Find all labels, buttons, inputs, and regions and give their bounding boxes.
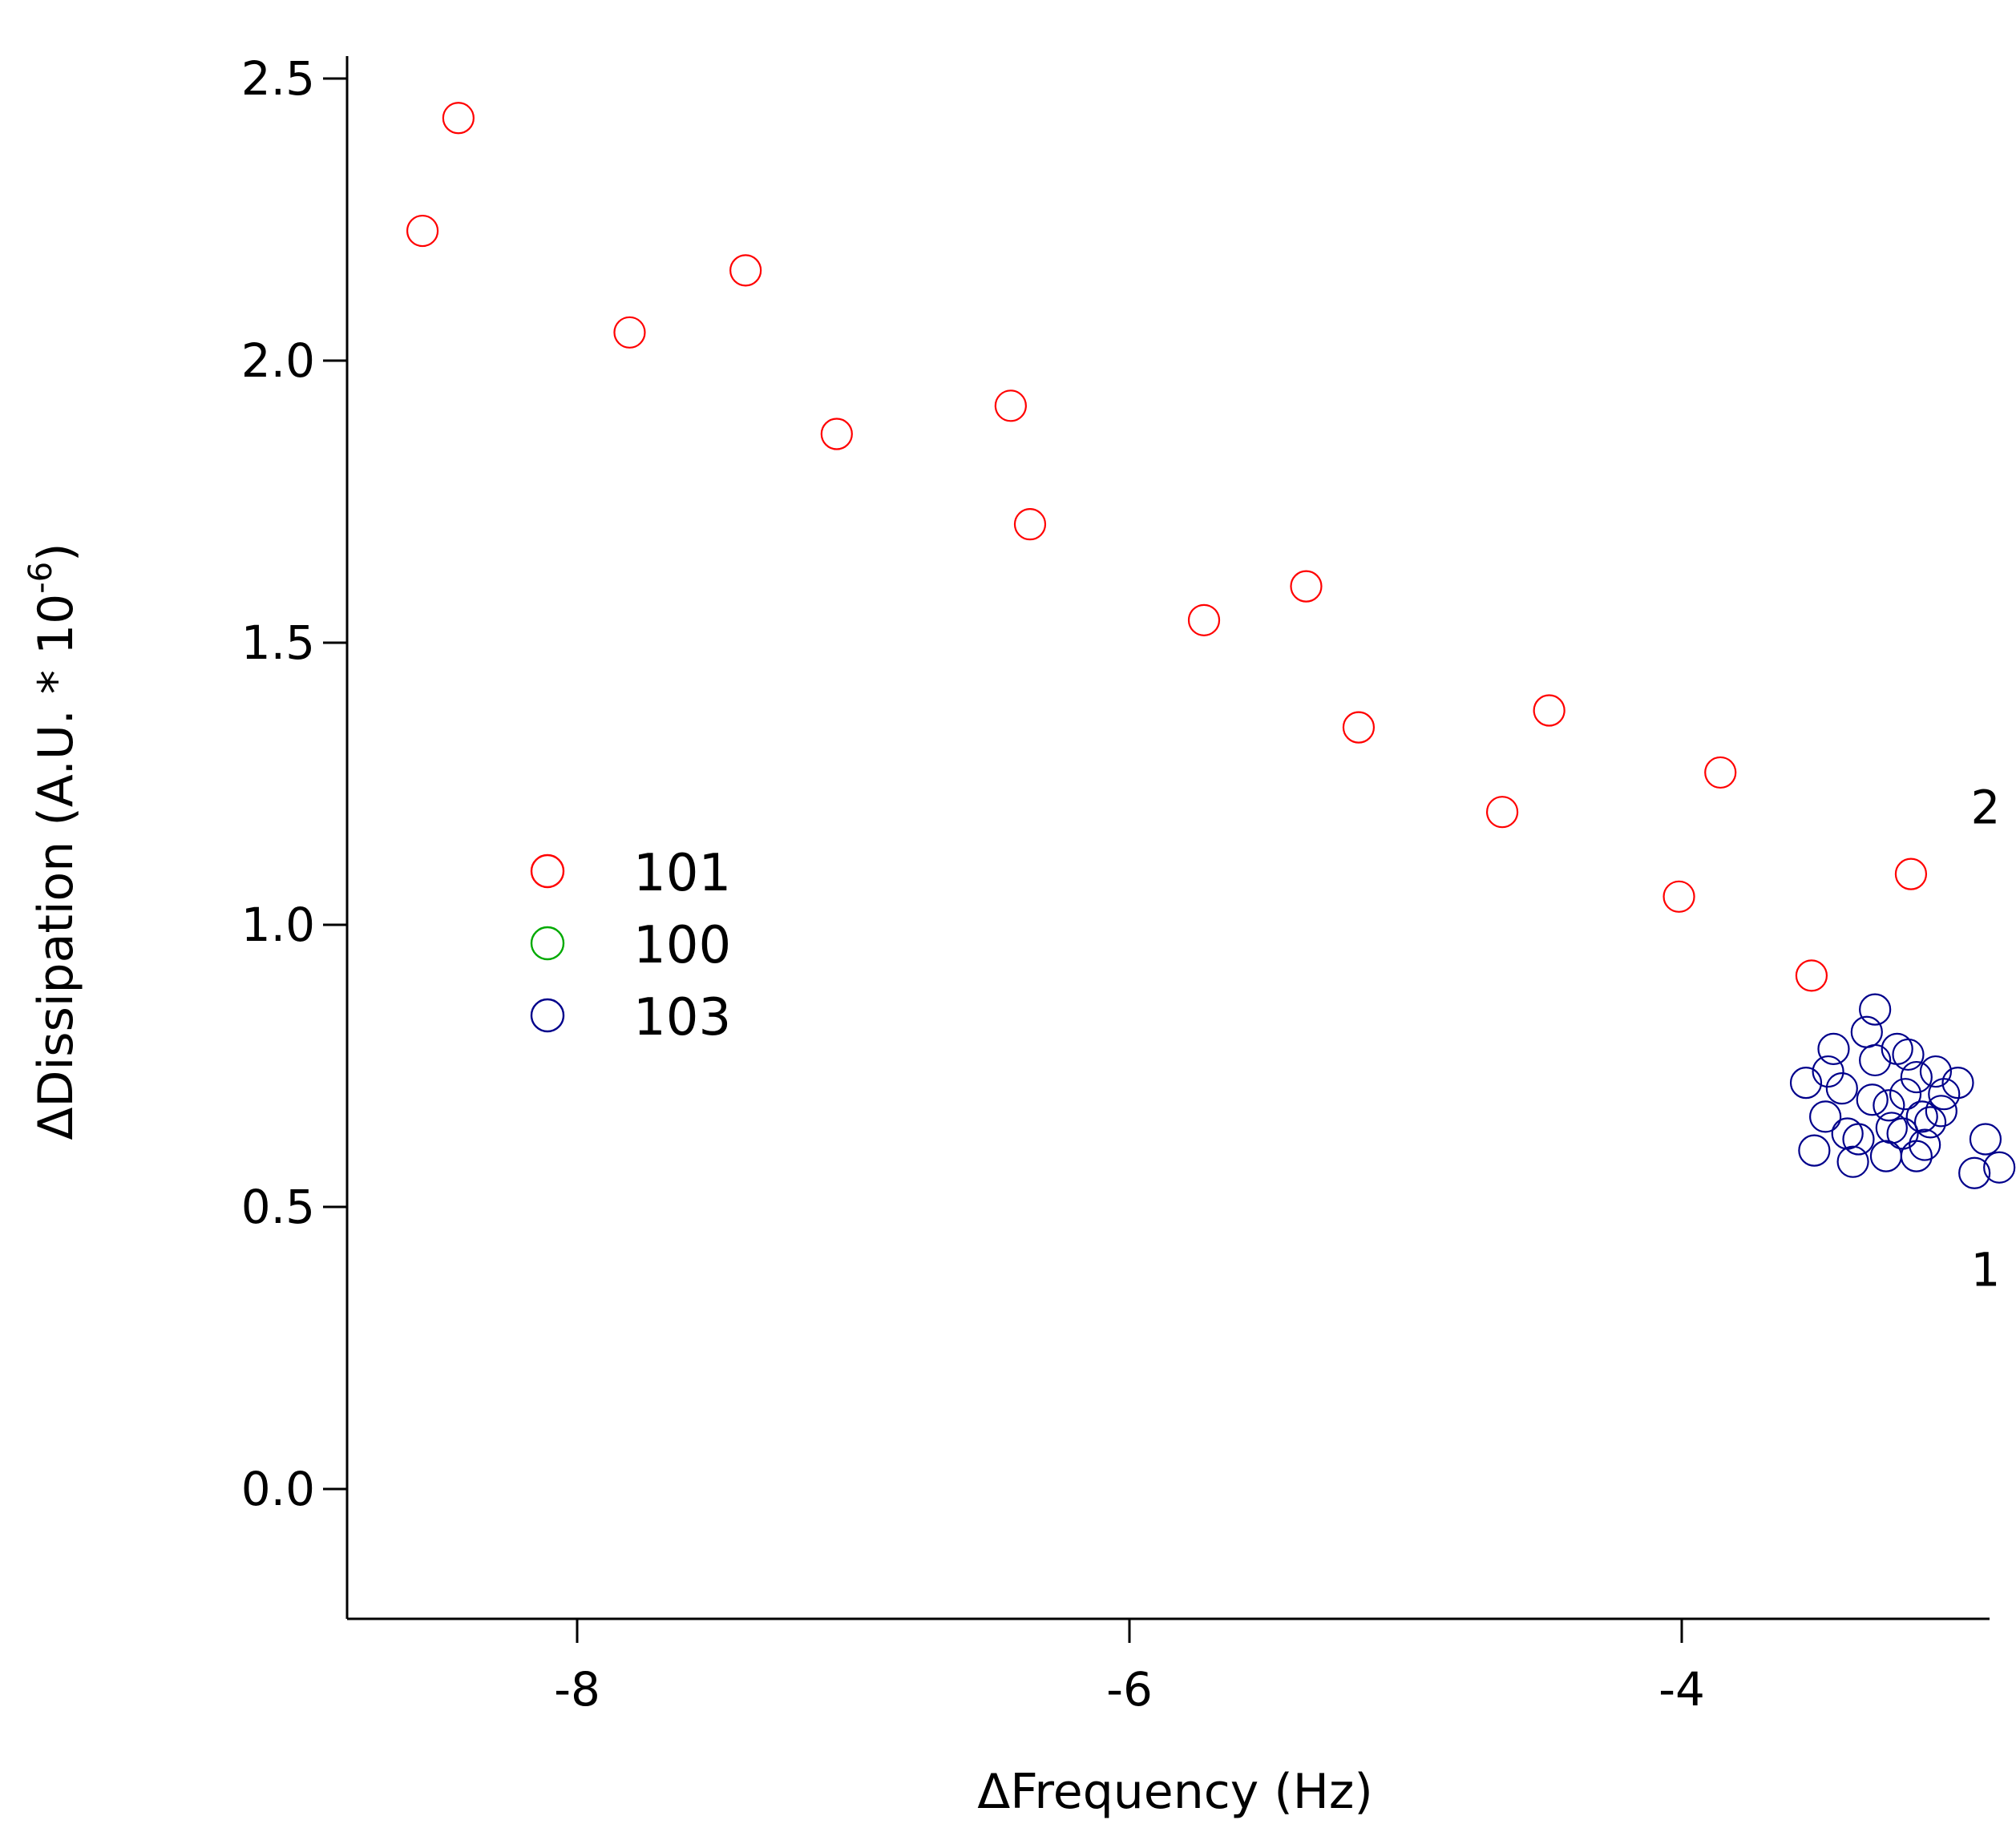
x-ticks: -8-6-4-202 (554, 1619, 1705, 1717)
data-point (1831, 1117, 1864, 1150)
y-tick-label: 1.0 (241, 898, 315, 952)
data-point (1894, 857, 1928, 890)
data-point (1859, 993, 1892, 1026)
x-tick-label: -4 (1658, 1662, 1705, 1717)
data-point (1789, 1067, 1823, 1100)
data-point (1013, 508, 1047, 541)
data-point (1919, 1055, 1953, 1088)
legend: 101 100 103 (530, 844, 731, 1047)
data-point (729, 254, 762, 287)
data-point (1969, 1123, 2002, 1156)
data-point (1812, 1055, 1844, 1088)
data-point (1958, 1156, 1991, 1189)
legend-label: 100 (633, 916, 731, 975)
data-point (1905, 1100, 1938, 1133)
data-point (820, 418, 853, 450)
data-point (1873, 1089, 1905, 1122)
plot-area (406, 102, 2016, 1189)
axes: -8-6-4-202 0.00.51.01.52.02.5 (241, 51, 1990, 1717)
data-point (1850, 1015, 1883, 1048)
data-point (994, 389, 1027, 422)
data-point (1187, 603, 1221, 636)
annotation-label: 2 (1970, 780, 2000, 834)
data-point (1941, 1067, 1974, 1100)
data-point (1342, 711, 1376, 744)
y-tick-label: 0.5 (241, 1180, 315, 1234)
y-tick-label: 2.5 (241, 51, 315, 106)
y-tick-label: 2.0 (241, 333, 315, 388)
legend-marker (530, 853, 565, 889)
x-tick-label: -6 (1106, 1662, 1153, 1717)
data-point (1881, 1032, 1913, 1065)
annotation-label: 1 (1970, 1243, 2000, 1297)
data-point (1875, 1112, 1908, 1144)
data-point (1798, 1134, 1831, 1167)
y-axis-title-close: ) (28, 543, 84, 561)
data-point (1704, 756, 1737, 789)
data-point (1869, 1140, 1903, 1172)
data-point (1900, 1060, 1933, 1094)
data-point (613, 316, 646, 349)
data-point (1825, 1072, 1858, 1105)
data-point (1662, 880, 1695, 913)
legend-label: 103 (633, 988, 731, 1047)
data-point (1485, 796, 1519, 829)
data-point (442, 102, 475, 135)
data-point (406, 214, 439, 248)
data-point (1889, 1078, 1922, 1111)
y-tick-label: 0.0 (241, 1462, 315, 1516)
x-tick-label: -8 (554, 1662, 600, 1717)
data-point (1900, 1140, 1933, 1172)
x-axis-title: ΔFrequency (Hz) (977, 1764, 1373, 1820)
data-point (1836, 1145, 1869, 1178)
legend-label: 101 (633, 844, 731, 903)
data-point (1983, 1151, 2016, 1184)
data-point (1913, 1106, 1947, 1139)
data-point (1909, 1128, 1941, 1161)
data-point (1842, 1123, 1875, 1156)
data-point (1533, 694, 1566, 727)
annotations: 123 (1970, 780, 2000, 1297)
y-ticks: 0.0 0.5 1.0 1.5 2.0 2.5 (241, 51, 347, 1516)
data-point (1290, 570, 1323, 603)
y-tick-label: 1.5 (241, 615, 315, 670)
data-point (1856, 1083, 1889, 1116)
data-point (1809, 1100, 1842, 1133)
series-103 (1789, 993, 2016, 1189)
y-axis-title-main: ΔDissipation (A.U. * 10 (28, 594, 84, 1140)
data-point (1928, 1078, 1961, 1111)
data-point (1817, 1032, 1850, 1065)
y-axis-title-exponent: -6 (22, 562, 59, 594)
data-point (1925, 1095, 1957, 1128)
series-101 (406, 102, 1928, 992)
legend-marker (530, 926, 565, 961)
data-point (1795, 959, 1828, 992)
y-axis-title: ΔDissipation (A.U. * 10-6) (22, 543, 84, 1140)
legend-marker (530, 998, 565, 1033)
